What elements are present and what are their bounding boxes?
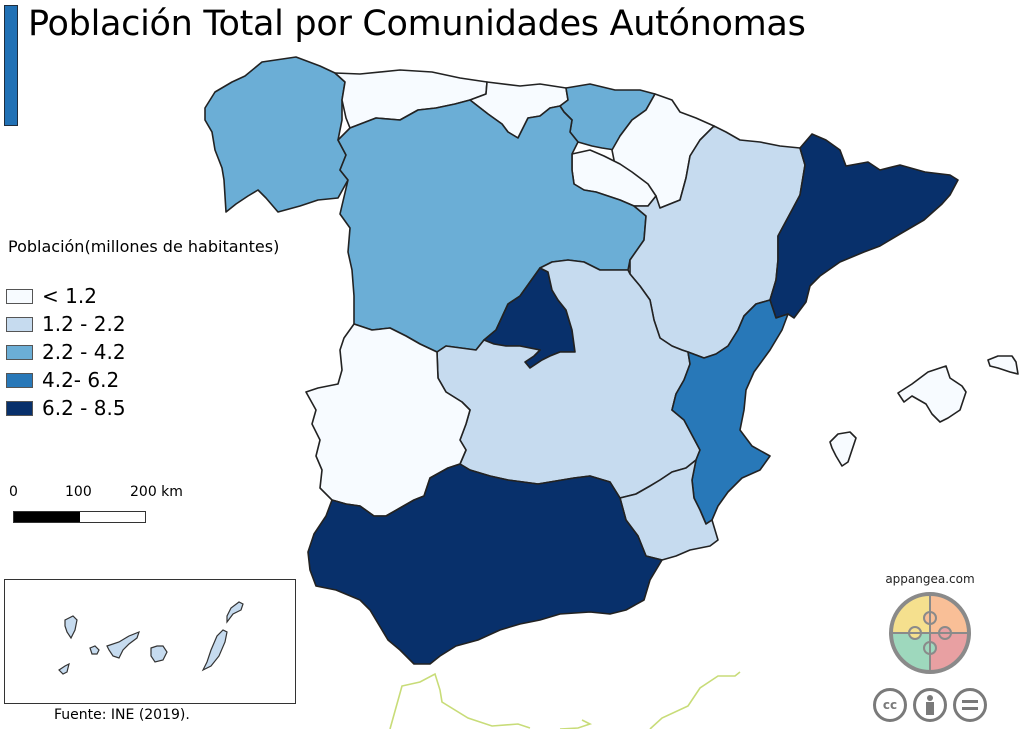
legend-label: 6.2 - 8.5 [42,396,126,420]
legend-swatch [6,372,33,388]
region-murcia[interactable] [619,459,719,561]
scale-label-100: 100 [65,484,92,500]
region-cataluna[interactable] [769,133,959,319]
scale-label-200: 200 km [130,484,183,500]
scale-bar: 0 100 200 km [8,484,183,529]
title-accent-bar [4,5,18,126]
legend-swatch [6,400,33,416]
region-baleares-ibiza[interactable] [829,431,857,467]
island-la-gomera[interactable] [89,645,100,655]
legend-swatch [6,344,33,360]
region-baleares-menorca[interactable] [987,355,1019,375]
island-el-hierro[interactable] [58,662,70,675]
legend-item: 2.2 - 4.2 [6,338,126,366]
legend-item: 6.2 - 8.5 [6,394,126,422]
attribution-icon [913,688,947,722]
legend-swatch [6,288,33,304]
legend-label: 4.2- 6.2 [42,368,120,392]
island-la-palma[interactable] [64,615,78,640]
source-text: Fuente: INE (2019). [54,707,190,723]
island-fuerteventura[interactable] [201,629,228,672]
no-derivatives-icon [953,688,987,722]
cc-icon: cc [873,688,907,722]
scale-label-0: 0 [9,484,18,500]
legend-swatch [6,316,33,332]
africa-coastline [389,671,741,729]
legend: < 1.2 1.2 - 2.2 2.2 - 4.2 4.2- 6.2 6.2 -… [6,282,126,422]
puzzle-logo-icon [889,592,971,674]
legend-title: Población(millones de habitantes) [8,237,280,256]
canarias-inset [4,579,296,704]
brand-site[interactable]: appangea.com [885,572,975,586]
island-gran-canaria[interactable] [150,645,168,663]
canarias-map [58,601,244,675]
scale-segment-white [79,512,145,522]
legend-label: 1.2 - 2.2 [42,312,126,336]
region-galicia[interactable] [204,56,349,213]
island-tenerife[interactable] [106,630,140,659]
region-andalucia[interactable] [307,463,663,665]
branding: appangea.com cc [870,572,990,722]
license-badges: cc [870,688,990,722]
scale-bar-graphic [13,511,146,523]
legend-label: 2.2 - 4.2 [42,340,126,364]
island-lanzarote[interactable] [226,601,244,624]
scale-segment-black [14,512,80,522]
region-baleares-mallorca[interactable] [897,365,967,423]
legend-label: < 1.2 [42,284,97,308]
legend-item: 4.2- 6.2 [6,366,126,394]
legend-item: < 1.2 [6,282,126,310]
page-title: Población Total por Comunidades Autónoma… [28,4,806,44]
legend-item: 1.2 - 2.2 [6,310,126,338]
